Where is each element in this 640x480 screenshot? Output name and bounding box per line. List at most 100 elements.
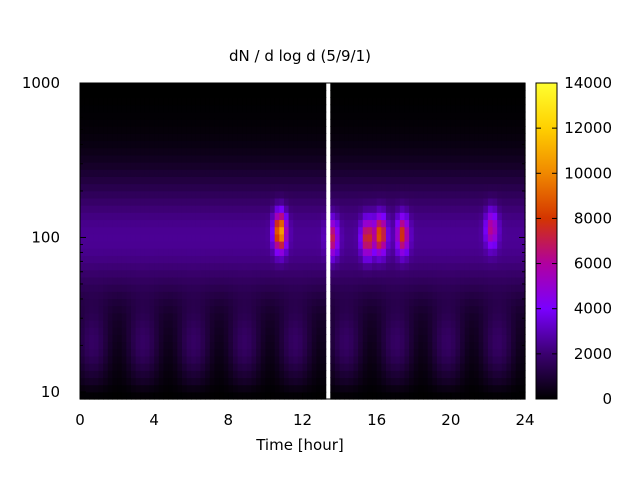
heatmap-cell (232, 305, 239, 314)
heatmap-cell (515, 176, 521, 185)
heatmap-cell (121, 391, 127, 400)
heatmap-cell (376, 241, 382, 249)
heatmap-cell (80, 97, 86, 106)
heatmap-cell (205, 305, 211, 314)
heatmap-cell (117, 197, 123, 206)
heatmap-cell (260, 126, 267, 134)
heatmap-cell (367, 298, 373, 307)
heatmap-cell (353, 363, 359, 371)
heatmap-cell (89, 205, 95, 213)
heatmap-cell (168, 312, 174, 321)
heatmap-cell (256, 147, 262, 156)
heatmap-cell (260, 219, 267, 228)
heatmap-cell (126, 140, 132, 149)
heatmap-cell (395, 90, 401, 98)
heatmap-cell (158, 183, 165, 192)
heatmap-cell (367, 169, 373, 177)
heatmap-cell (186, 205, 192, 213)
heatmap-cell (279, 248, 285, 256)
heatmap-cell (376, 384, 382, 393)
heatmap-cell (334, 140, 341, 149)
heatmap-cell (242, 97, 248, 106)
heatmap-cell (181, 355, 188, 364)
heatmap-cell (367, 147, 373, 156)
heatmap-cell (103, 348, 109, 357)
heatmap-cell (311, 126, 318, 134)
heatmap-cell (348, 176, 355, 185)
heatmap-cell (497, 233, 503, 242)
heatmap-cell (191, 370, 197, 379)
heatmap-cell (209, 219, 216, 228)
heatmap-cell (297, 377, 304, 386)
heatmap-cell (283, 154, 290, 163)
heatmap-cell (293, 320, 299, 328)
heatmap-cell (395, 190, 401, 199)
heatmap-cell (172, 169, 178, 177)
heatmap-cell (163, 276, 169, 285)
heatmap-cell (455, 162, 461, 170)
heatmap-cell (330, 276, 336, 285)
heatmap-cell (144, 233, 151, 242)
heatmap-cell (107, 320, 114, 328)
heatmap-cell (330, 118, 336, 127)
heatmap-cell (353, 312, 359, 321)
heatmap-cell (126, 162, 132, 170)
heatmap-cell (339, 384, 345, 393)
heatmap-cell (307, 241, 313, 249)
heatmap-cell (464, 370, 470, 379)
heatmap-cell (497, 269, 503, 278)
heatmap-cell (293, 219, 299, 228)
heatmap-cell (251, 305, 257, 314)
heatmap-cell (487, 212, 494, 221)
heatmap-cell (279, 133, 285, 142)
heatmap-cell (376, 83, 382, 91)
heatmap-cell (223, 384, 229, 393)
heatmap-cell (501, 190, 508, 199)
heatmap-cell (191, 147, 197, 156)
heatmap-cell (334, 126, 341, 134)
heatmap-cell (246, 298, 253, 307)
heatmap-cell (515, 291, 521, 300)
heatmap-cell (246, 212, 253, 221)
heatmap-cell (464, 276, 470, 285)
heatmap-cell (372, 205, 378, 213)
heatmap-cell (163, 377, 169, 386)
heatmap-cell (293, 384, 299, 393)
heatmap-cell (98, 97, 104, 106)
heatmap-cell (228, 327, 234, 335)
heatmap-cell (474, 226, 480, 235)
heatmap-cell (246, 205, 253, 213)
heatmap-cell (186, 355, 192, 364)
heatmap-cell (330, 126, 336, 134)
heatmap-cell (93, 83, 100, 91)
heatmap-cell (228, 162, 234, 170)
heatmap-cell (506, 341, 512, 350)
heatmap-cell (455, 248, 461, 256)
heatmap-cell (200, 269, 206, 278)
heatmap-cell (237, 327, 243, 335)
heatmap-cell (93, 284, 100, 292)
heatmap-cell (511, 190, 517, 199)
heatmap-cell (492, 111, 498, 120)
heatmap-cell (390, 111, 396, 120)
heatmap-cell (265, 205, 271, 213)
heatmap-cell (487, 355, 494, 364)
heatmap-cell (279, 140, 285, 149)
heatmap-cell (450, 233, 457, 242)
heatmap-cell (506, 162, 512, 170)
heatmap-cell (515, 355, 521, 364)
heatmap-cell (270, 147, 276, 156)
heatmap-cell (511, 111, 517, 120)
heatmap-cell (200, 83, 206, 91)
heatmap-cell (381, 255, 387, 264)
heatmap-cell (84, 90, 90, 98)
heatmap-cell (140, 104, 146, 113)
heatmap-cell (260, 377, 267, 386)
heatmap-cell (251, 341, 257, 350)
heatmap-cell (464, 298, 470, 307)
heatmap-cell (501, 363, 508, 371)
heatmap-cell (270, 320, 276, 328)
heatmap-cell (279, 233, 285, 242)
heatmap-cell (186, 320, 192, 328)
heatmap-cell (154, 190, 160, 199)
